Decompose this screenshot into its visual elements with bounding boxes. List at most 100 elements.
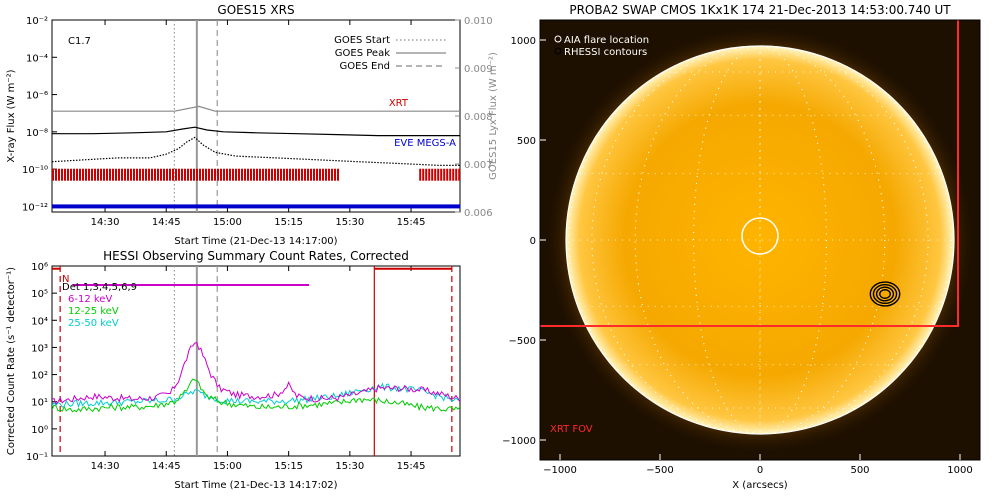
hessi-y-tick-label: 10⁴ (31, 316, 48, 327)
swap-legend: AIA flare location RHESSI contours (554, 35, 649, 58)
hessi-x-tick-label: 15:00 (213, 461, 242, 472)
swap-y-tick-label: −500 (509, 336, 536, 347)
swap-axes: −1000 −500 0 500 1000 −1000 −500 0 500 1000 (502, 36, 973, 476)
goes-y-axis-label: X-ray Flux (W m⁻²) (6, 69, 17, 162)
xrt-coverage-tick (310, 168, 312, 181)
xrt-coverage-tick (262, 168, 264, 181)
xrt-coverage-tick (289, 168, 291, 181)
goes-series-1 (52, 105, 460, 112)
xrt-coverage-tick (82, 168, 84, 181)
hessi-x-axis-label: Start Time (21-Dec-13 14:17:02) (174, 480, 337, 491)
goes-x-tick-label: 15:00 (213, 217, 242, 228)
swap-x-axis-label: X (arcsecs) (732, 480, 788, 491)
xrt-coverage-tick (431, 168, 434, 181)
eve-band-label: EVE MEGS-A (394, 138, 456, 149)
xrt-coverage-tick (422, 168, 425, 181)
legend-25-50kev: 25-50 keV (68, 318, 119, 329)
xrt-coverage-tick (157, 168, 159, 181)
swap-y-tick-label: 500 (517, 136, 536, 147)
xrt-coverage-tick (112, 168, 114, 181)
hessi-y-tick-label: 10⁶ (31, 262, 48, 273)
xrt-coverage-tick (121, 168, 123, 181)
goes-x-tick-label: 15:30 (335, 217, 364, 228)
goes-series-0 (52, 126, 460, 137)
xrt-coverage-tick (301, 168, 303, 181)
xrt-coverage-tick (328, 168, 330, 181)
goes-x-tick-label: 14:30 (91, 217, 120, 228)
goes-data (52, 20, 460, 212)
goes-title: GOES15 XRS (217, 3, 294, 17)
goes-plot-frame (51, 19, 461, 213)
detectors-label: Det 1,3,4,5,6,9 (62, 282, 137, 293)
xrt-coverage-tick (79, 168, 81, 181)
hessi-x-tick-label: 15:45 (397, 461, 426, 472)
xrt-coverage-tick (226, 168, 228, 181)
longitude-gridline (634, 45, 886, 435)
xrt-coverage-tick (133, 168, 135, 181)
goes-y-tick-label: 10⁻⁶ (26, 91, 48, 102)
solar-limb (565, 45, 955, 435)
hessi-x-tick-label: 14:45 (152, 461, 181, 472)
xrt-coverage-tick (241, 168, 243, 181)
xrt-coverage-tick (337, 168, 339, 181)
xrt-coverage-tick (446, 168, 449, 181)
longitude-gridline (693, 45, 827, 435)
xrt-coverage-tick (85, 168, 87, 181)
xrt-coverage-tick (190, 168, 192, 181)
legend-goes-end: GOES End (340, 61, 390, 72)
xrt-coverage-tick (334, 168, 336, 181)
xrt-coverage-tick (232, 168, 234, 181)
rhessi-contour (875, 286, 895, 302)
xrt-coverage-tick (425, 168, 428, 181)
aia-flare-circle (741, 217, 779, 255)
longitude-gridline (591, 45, 929, 435)
xrt-coverage-tick (124, 168, 126, 181)
xrt-coverage-tick (106, 168, 108, 181)
hessi-title: HESSI Observing Summary Count Rates, Cor… (103, 249, 409, 263)
xrt-coverage-tick (452, 168, 455, 181)
xrt-coverage-tick (319, 168, 321, 181)
goes-y-tick-label: 10⁻¹² (22, 202, 48, 213)
xrt-coverage-tick (229, 168, 231, 181)
xrt-coverage-tick (70, 168, 72, 181)
xrt-coverage-tick (166, 168, 168, 181)
longitude-gridline (568, 45, 952, 435)
goes-right-tick-label: 0.007 (464, 160, 493, 171)
swap-x-tick-label: −1000 (543, 465, 577, 476)
hessi-legend: 6-12 keV 12-25 keV 25-50 keV (68, 294, 119, 329)
swap-title: PROBA2 SWAP CMOS 1Kx1K 174 21-Dec-2013 1… (569, 3, 951, 17)
xrt-coverage-tick (169, 168, 171, 181)
xrt-coverage-tick (313, 168, 315, 181)
xrt-coverage-tick (73, 168, 75, 181)
xrt-coverage-tick (286, 168, 288, 181)
xrt-coverage-tick (259, 168, 261, 181)
hessi-y-tick-label: 10¹ (31, 398, 48, 409)
xrt-coverage-tick (118, 168, 120, 181)
legend-goes-peak: GOES Peak (335, 48, 390, 59)
legend-12-25kev: 12-25 keV (68, 306, 119, 317)
hessi-series-0 (52, 342, 460, 406)
hessi-y-tick-label: 10³ (31, 343, 48, 354)
xrt-coverage-tick (142, 168, 144, 181)
swap-y-tick-label: 0 (530, 236, 536, 247)
xrt-coverage-tick (265, 168, 267, 181)
hessi-y-tick-label: 10² (31, 371, 48, 382)
xrt-coverage-tick (205, 168, 207, 181)
xrt-coverage-tick (295, 168, 297, 181)
xrt-coverage-tick (196, 168, 198, 181)
xrt-coverage-tick (148, 168, 150, 181)
xrt-coverage-tick (238, 168, 240, 181)
xrt-coverage-tick (181, 168, 183, 181)
xrt-coverage-tick (443, 168, 446, 181)
rhessi-contour (869, 281, 901, 307)
xrt-coverage-tick (298, 168, 300, 181)
xrt-coverage-tick (208, 168, 210, 181)
xrt-coverage-tick (256, 168, 258, 181)
swap-x-tick-label: −500 (646, 465, 673, 476)
xrt-coverage-tick (202, 168, 204, 181)
xrt-coverage-tick (250, 168, 252, 181)
xrt-coverage-tick (331, 168, 333, 181)
xrt-coverage-tick (64, 168, 66, 181)
xrt-coverage-tick (434, 168, 437, 181)
